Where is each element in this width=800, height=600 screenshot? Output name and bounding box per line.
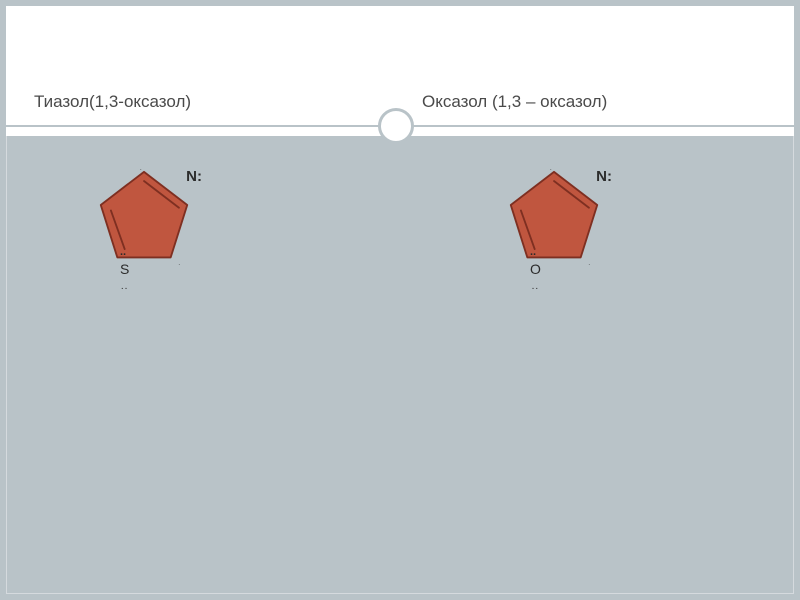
heteroatom-label-sulfur: S .. [120,262,129,293]
title-left: Тиазол(1,3-оксазол) [34,92,428,112]
nitrogen-label: N: [186,168,202,185]
lone-pair-bottom: .. [532,281,540,292]
lone-pair-bottom: .. [121,281,129,292]
heteroatom-symbol: O [530,261,541,277]
vertex-dot: . [550,166,552,172]
molecule-thiazole: . . N: .. S .. [98,170,190,262]
pentagon-svg [508,170,600,262]
pentagon-ring: . . [508,170,600,262]
nitrogen-label: N: [596,168,612,185]
pentagon-svg [98,170,190,262]
heteroatom-symbol: S [120,261,129,277]
molecule-oxazole: . . N: .. O .. [508,170,600,262]
title-right: Оксазол (1,3 – оксазол) [422,92,800,112]
vertex-dot: . [140,166,142,172]
vertex-dot: . [178,261,180,267]
lone-pair-top: .. [530,247,536,258]
lone-pair-top: .. [120,247,126,258]
divider-circle [378,108,414,144]
vertex-dot: . [588,261,590,267]
heteroatom-label-oxygen: O .. [530,262,541,293]
pentagon-ring: . . [98,170,190,262]
